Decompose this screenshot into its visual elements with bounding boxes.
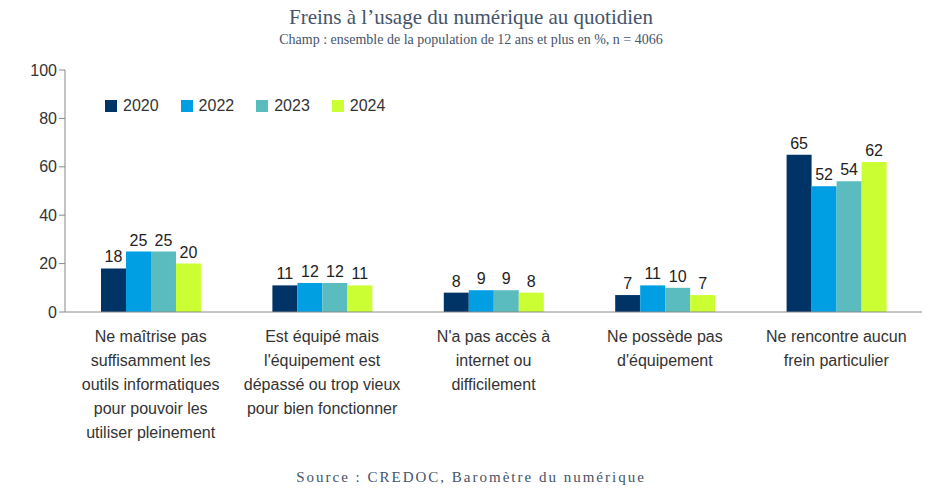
svg-text:80: 80: [39, 110, 57, 127]
svg-text:54: 54: [840, 161, 858, 178]
svg-text:40: 40: [39, 207, 57, 224]
html-text:2024: 2024: [349, 97, 386, 114]
svg-text:11: 11: [277, 265, 294, 282]
svg-text:Est équipé maisl'équipement es: Est équipé maisl'équipement estdépassé o…: [244, 328, 401, 417]
html-text:Source : CREDOC, Baromètre du: Source : CREDOC, Baromètre du numérique: [296, 469, 646, 485]
html-text:2020: 2020: [123, 97, 159, 114]
svg-text:62: 62: [865, 142, 883, 159]
svg-text:0: 0: [48, 304, 57, 321]
html-text:2023: 2023: [274, 97, 310, 114]
svg-text:8: 8: [452, 273, 461, 290]
svg-text:12: 12: [326, 263, 344, 280]
html-text:Freins à l’usage du numérique: Freins à l’usage du numérique au quotidi…: [289, 5, 653, 29]
svg-text:65: 65: [790, 135, 808, 152]
svg-text:25: 25: [130, 232, 148, 249]
svg-text:12: 12: [301, 263, 319, 280]
svg-text:9: 9: [477, 270, 486, 287]
svg-text:18: 18: [105, 248, 123, 265]
svg-text:7: 7: [698, 275, 707, 292]
svg-text:10: 10: [669, 268, 687, 285]
html-text:Champ : ensemble de la populat: Champ : ensemble de la population de 12 …: [279, 32, 663, 47]
svg-text:60: 60: [39, 158, 57, 175]
svg-text:7: 7: [623, 275, 632, 292]
html-text:2022: 2022: [198, 97, 235, 114]
svg-text:20: 20: [180, 244, 198, 261]
svg-text:Ne rencontre aucunfrein partic: Ne rencontre aucunfrein particulier: [766, 328, 907, 369]
svg-text:9: 9: [502, 270, 511, 287]
svg-text:11: 11: [352, 265, 369, 282]
svg-text:100: 100: [30, 62, 57, 79]
svg-text:25: 25: [155, 232, 173, 249]
svg-text:20: 20: [39, 255, 57, 272]
svg-text:52: 52: [815, 166, 833, 183]
svg-text:Ne maîtrise passuffisamment le: Ne maîtrise passuffisamment lesoutils in…: [82, 328, 220, 441]
svg-text:N'a pas accès àinternet oudiff: N'a pas accès àinternet oudifficilement: [437, 328, 550, 393]
svg-text:11: 11: [644, 265, 661, 282]
svg-text:8: 8: [527, 273, 536, 290]
svg-text:Ne possède pasd'équipement: Ne possède pasd'équipement: [607, 328, 723, 369]
